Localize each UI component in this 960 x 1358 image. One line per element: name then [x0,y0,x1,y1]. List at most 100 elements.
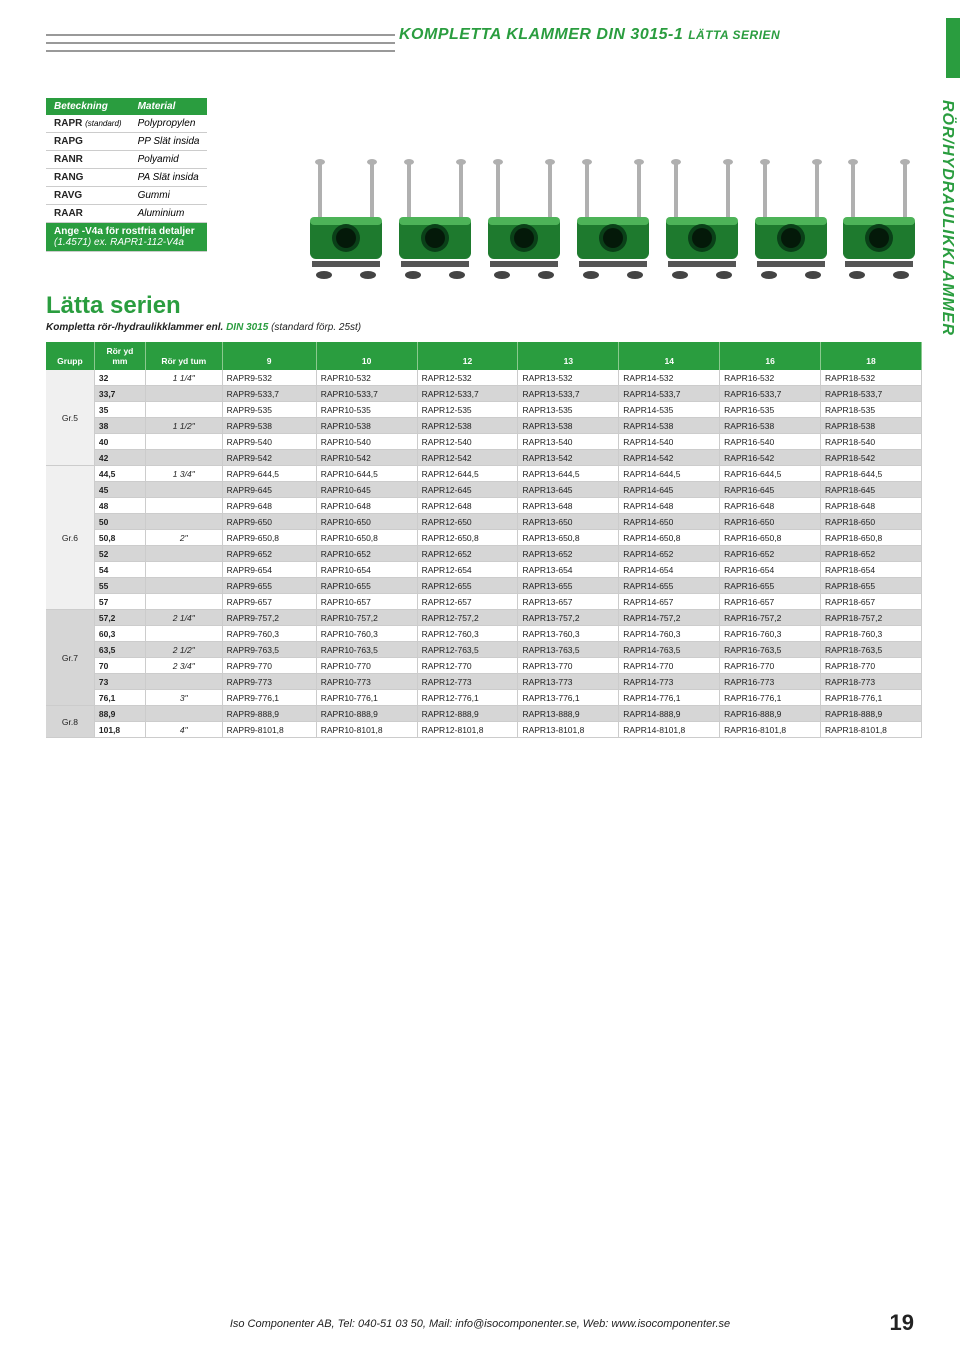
table-row: 76,13"RAPR9-776,1RAPR10-776,1RAPR12-776,… [46,690,922,706]
cell-partno: RAPR10-657 [316,594,417,610]
group-cell: Gr.6 [46,466,94,610]
cell-partno: RAPR13-760,3 [518,626,619,642]
cell-tum: 1 1/4" [145,370,222,386]
table-row: Gr.644,51 3/4"RAPR9-644,5RAPR10-644,5RAP… [46,466,922,482]
cell-partno: RAPR9-8101,8 [222,722,316,738]
cell-partno: RAPR16-648 [720,498,821,514]
cell-partno: RAPR13-648 [518,498,619,514]
cell-partno: RAPR16-532 [720,370,821,386]
table-row: 101,84"RAPR9-8101,8RAPR10-8101,8RAPR12-8… [46,722,922,738]
cell-partno: RAPR12-773 [417,674,518,690]
cell-partno: RAPR13-644,5 [518,466,619,482]
cell-partno: RAPR10-650,8 [316,530,417,546]
cell-partno: RAPR16-542 [720,450,821,466]
cell-partno: RAPR13-533,7 [518,386,619,402]
cell-partno: RAPR9-535 [222,402,316,418]
cell-partno: RAPR18-535 [821,402,922,418]
series-sub-din: DIN 3015 [226,322,268,333]
material-name: PP Slät insida [130,133,208,151]
cell-partno: RAPR18-760,3 [821,626,922,642]
cell-partno: RAPR18-888,9 [821,706,922,722]
product-image [572,157,654,290]
cell-partno: RAPR14-655 [619,578,720,594]
material-note: Ange -V4a för rostfria detaljer(1.4571) … [46,223,207,252]
header-tum: Rör yd tum [145,342,222,370]
side-vertical-label: RÖR/HYDRAULIKKLAMMER [938,100,956,336]
cell-partno: RAPR18-770 [821,658,922,674]
cell-tum: 1 1/2" [145,418,222,434]
material-code: RANR [46,151,130,169]
cell-partno: RAPR12-654 [417,562,518,578]
clamp-icon [572,157,654,287]
cell-tum: 1 3/4" [145,466,222,482]
cell-partno: RAPR12-650 [417,514,518,530]
cell-partno: RAPR14-644,5 [619,466,720,482]
cell-partno: RAPR12-760,3 [417,626,518,642]
cell-partno: RAPR14-540 [619,434,720,450]
cell-tum: 3" [145,690,222,706]
clamp-icon [305,157,387,287]
cell-mm: 76,1 [94,690,145,706]
header-col-num: 16 [720,342,821,370]
cell-partno: RAPR9-773 [222,674,316,690]
header-col-num: 13 [518,342,619,370]
cell-mm: 35 [94,402,145,418]
cell-partno: RAPR18-654 [821,562,922,578]
cell-mm: 57,2 [94,610,145,626]
cell-mm: 73 [94,674,145,690]
cell-mm: 45 [94,482,145,498]
cell-mm: 57 [94,594,145,610]
cell-partno: RAPR18-540 [821,434,922,450]
cell-partno: RAPR12-652 [417,546,518,562]
cell-partno: RAPR14-770 [619,658,720,674]
cell-partno: RAPR18-644,5 [821,466,922,482]
cell-partno: RAPR12-8101,8 [417,722,518,738]
material-header-code: Beteckning [46,98,130,115]
cell-mm: 70 [94,658,145,674]
table-row: 33,7RAPR9-533,7RAPR10-533,7RAPR12-533,7R… [46,386,922,402]
series-sub-pre: Kompletta rör-/hydraulikklammer enl. [46,322,226,333]
cell-tum [145,514,222,530]
cell-partno: RAPR16-650,8 [720,530,821,546]
footer-text: Iso Componenter AB, Tel: 040-51 03 50, M… [0,1318,960,1330]
table-row: 50RAPR9-650RAPR10-650RAPR12-650RAPR13-65… [46,514,922,530]
material-row: RAPG PP Slät insida [46,133,207,151]
cell-partno: RAPR10-654 [316,562,417,578]
clamp-icon [483,157,565,287]
header-col-num: 10 [316,342,417,370]
clamp-icon [750,157,832,287]
cell-partno: RAPR13-888,9 [518,706,619,722]
material-code: RAAR [46,205,130,223]
cell-partno: RAPR18-650,8 [821,530,922,546]
cell-partno: RAPR10-757,2 [316,610,417,626]
cell-partno: RAPR16-757,2 [720,610,821,626]
product-image [661,157,743,290]
cell-partno: RAPR18-538 [821,418,922,434]
cell-partno: RAPR16-654 [720,562,821,578]
cell-partno: RAPR9-888,9 [222,706,316,722]
cell-partno: RAPR13-657 [518,594,619,610]
cell-partno: RAPR18-542 [821,450,922,466]
cell-tum [145,578,222,594]
cell-tum: 2 1/2" [145,642,222,658]
product-image [838,157,920,290]
cell-partno: RAPR18-757,2 [821,610,922,626]
cell-tum [145,482,222,498]
cell-mm: 63,5 [94,642,145,658]
cell-partno: RAPR13-776,1 [518,690,619,706]
cell-mm: 44,5 [94,466,145,482]
cell-partno: RAPR14-542 [619,450,720,466]
cell-partno: RAPR12-655 [417,578,518,594]
material-table: Beteckning Material RAPR (standard)Polyp… [46,98,207,252]
product-image [750,157,832,290]
table-row: 57RAPR9-657RAPR10-657RAPR12-657RAPR13-65… [46,594,922,610]
cell-partno: RAPR10-650 [316,514,417,530]
product-image [394,157,476,290]
cell-partno: RAPR13-652 [518,546,619,562]
cell-mm: 88,9 [94,706,145,722]
material-name: Polyamid [130,151,208,169]
cell-partno: RAPR14-532 [619,370,720,386]
cell-partno: RAPR14-535 [619,402,720,418]
cell-partno: RAPR13-532 [518,370,619,386]
cell-mm: 101,8 [94,722,145,738]
